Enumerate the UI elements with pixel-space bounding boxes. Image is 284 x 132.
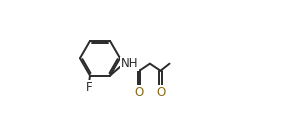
Text: NH: NH: [120, 57, 138, 70]
Text: O: O: [135, 86, 144, 99]
Text: O: O: [156, 86, 165, 99]
Text: F: F: [85, 81, 92, 94]
